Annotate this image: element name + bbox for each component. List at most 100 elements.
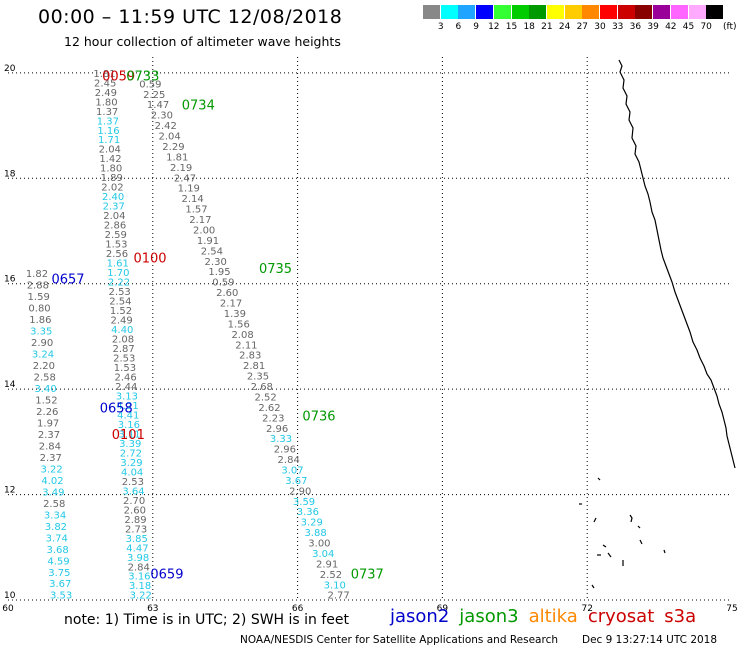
wave-height-value: 4.21 <box>116 401 138 412</box>
island-9 <box>639 539 643 545</box>
latitude-label: 14 <box>4 380 16 390</box>
wave-height-value: 2.11 <box>235 340 257 351</box>
wave-height-value: 2.30 <box>151 111 173 122</box>
wave-height-value: 3.82 <box>45 522 67 533</box>
wave-height-value: 2.60 <box>216 288 238 299</box>
wave-height-value: 3.33 <box>270 434 292 445</box>
scale-swatch <box>529 5 547 19</box>
wave-height-value: 2.46 <box>114 372 136 383</box>
wave-height-value: 2.54 <box>201 246 223 257</box>
scale-swatch <box>511 5 529 19</box>
wave-height-value: 2.52 <box>320 570 342 581</box>
latitude-label: 20 <box>4 64 16 74</box>
scale-swatch <box>600 5 617 19</box>
wave-height-value: 1.95 <box>208 267 230 278</box>
wave-height-value: 2.62 <box>258 403 280 414</box>
wave-height-value: 1.37 <box>97 116 119 127</box>
wave-height-value: 3.68 <box>47 545 69 556</box>
wave-height-value: 2.45 <box>94 78 116 89</box>
scale-swatch <box>635 5 653 19</box>
latitude-label: 10 <box>4 591 16 601</box>
coastline <box>579 59 736 589</box>
wave-height-value: 3.67 <box>285 476 307 487</box>
wave-height-value: 2.53 <box>109 287 131 298</box>
island-3 <box>593 517 597 523</box>
wave-height-value: 1.57 <box>185 205 207 216</box>
wave-height-value: 2.96 <box>274 445 296 456</box>
wave-height-value: 3.98 <box>127 553 149 564</box>
wave-height-value: 1.89 <box>101 173 123 184</box>
wave-height-value: 1.42 <box>99 154 121 165</box>
scale-swatch <box>617 5 635 19</box>
scale-unit-label: (ft) <box>723 22 737 32</box>
wave-height-value: 3.29 <box>120 458 142 469</box>
wave-height-value: 4.59 <box>47 556 69 567</box>
wave-height-value: 3.00 <box>308 539 330 550</box>
wave-height-value: 2.04 <box>158 132 180 143</box>
map-grid <box>8 57 732 601</box>
wave-height-value: 2.47 <box>174 173 196 184</box>
wave-height-value: 2.35 <box>247 372 269 383</box>
satellite-legend-item: altika <box>528 606 578 627</box>
pass-time-label: 0059 <box>102 69 135 84</box>
wave-height-value: 2.96 <box>266 424 288 435</box>
axis-labels: 60 63 66 69 72 75 10 12 14 16 18 20 <box>2 64 737 614</box>
pass-time-label: 0101 <box>112 428 145 443</box>
wave-height-value: 2.17 <box>189 215 211 226</box>
wave-height-value: 1.53 <box>114 363 136 374</box>
wave-height-value: 2.37 <box>103 202 125 213</box>
scale-tick-label: 30 <box>594 22 606 32</box>
wave-height-value: 4.41 <box>117 410 139 421</box>
footnote: note: 1) Time is in UTC; 2) SWH is in fe… <box>64 612 350 628</box>
wave-height-value: 2.87 <box>112 344 134 355</box>
scale-swatch <box>440 5 458 19</box>
pass-time-label: 0658 <box>100 402 133 417</box>
wave-height-value: 3.75 <box>48 568 70 579</box>
wave-height-value: 3.49 <box>42 487 64 498</box>
wave-height-value: 3.16 <box>128 572 150 583</box>
wave-height-value: 2.08 <box>231 330 253 341</box>
wave-height-value: 2.83 <box>239 351 261 362</box>
wave-height-value: 3.22 <box>130 591 152 602</box>
page-title: 00:00 – 11:59 UTC 12/08/2018 <box>38 6 343 28</box>
pass-time-label: 0100 <box>133 251 166 266</box>
wave-height-value: 3.22 <box>40 464 62 475</box>
scale-tick-label: 15 <box>505 22 518 32</box>
wave-height-value: 2.90 <box>31 338 53 349</box>
wave-height-value: 1.59 <box>28 292 50 303</box>
island-1 <box>597 477 601 481</box>
credit-line: NOAA/NESDIS Center for Satellite Applica… <box>240 634 558 646</box>
satellite-legend-item: jason3 <box>459 606 519 627</box>
wave-height-value: 3.07 <box>281 465 303 476</box>
wave-height-value: 2.89 <box>124 515 146 526</box>
scale-tick-label: 42 <box>665 22 677 32</box>
latitude-label: 16 <box>4 275 16 285</box>
pass-time-label: 0733 <box>126 69 159 84</box>
satellite-legend: jason2 jason3 altika cryosat s3a <box>390 606 706 627</box>
scale-swatch <box>653 5 671 19</box>
wave-height-value: 1.37 <box>96 107 118 118</box>
wave-height-value: 2.02 <box>101 183 123 194</box>
wave-height-value: 1.70 <box>107 268 129 279</box>
scale-tick-label: 27 <box>576 22 589 32</box>
satellite-legend-item: s3a <box>664 606 697 627</box>
wave-height-value: 2.37 <box>40 453 62 464</box>
wave-height-value: 3.13 <box>116 391 138 402</box>
wave-height-value: 1.61 <box>107 259 129 270</box>
wave-height-value: 4.02 <box>41 476 63 487</box>
scale-swatch <box>582 5 600 19</box>
wave-height-value: 2.84 <box>278 455 300 466</box>
wave-height-value: 1.52 <box>110 306 132 317</box>
wave-height-value: 1.39 <box>224 309 246 320</box>
wave-height-value: 2.04 <box>99 145 121 156</box>
wave-height-value: 2.56 <box>106 249 128 260</box>
wave-height-value: 1.80 <box>100 164 122 175</box>
wave-height-value: 2.91 <box>316 559 338 570</box>
wave-height-value: 1.82 <box>26 269 48 280</box>
wave-height-value: 0.59 <box>139 79 161 90</box>
island-12 <box>591 584 595 589</box>
wave-height-value: 1.53 <box>105 240 127 251</box>
wave-height-value: 1.56 <box>228 319 250 330</box>
wave-height-value: 3.29 <box>301 518 323 529</box>
